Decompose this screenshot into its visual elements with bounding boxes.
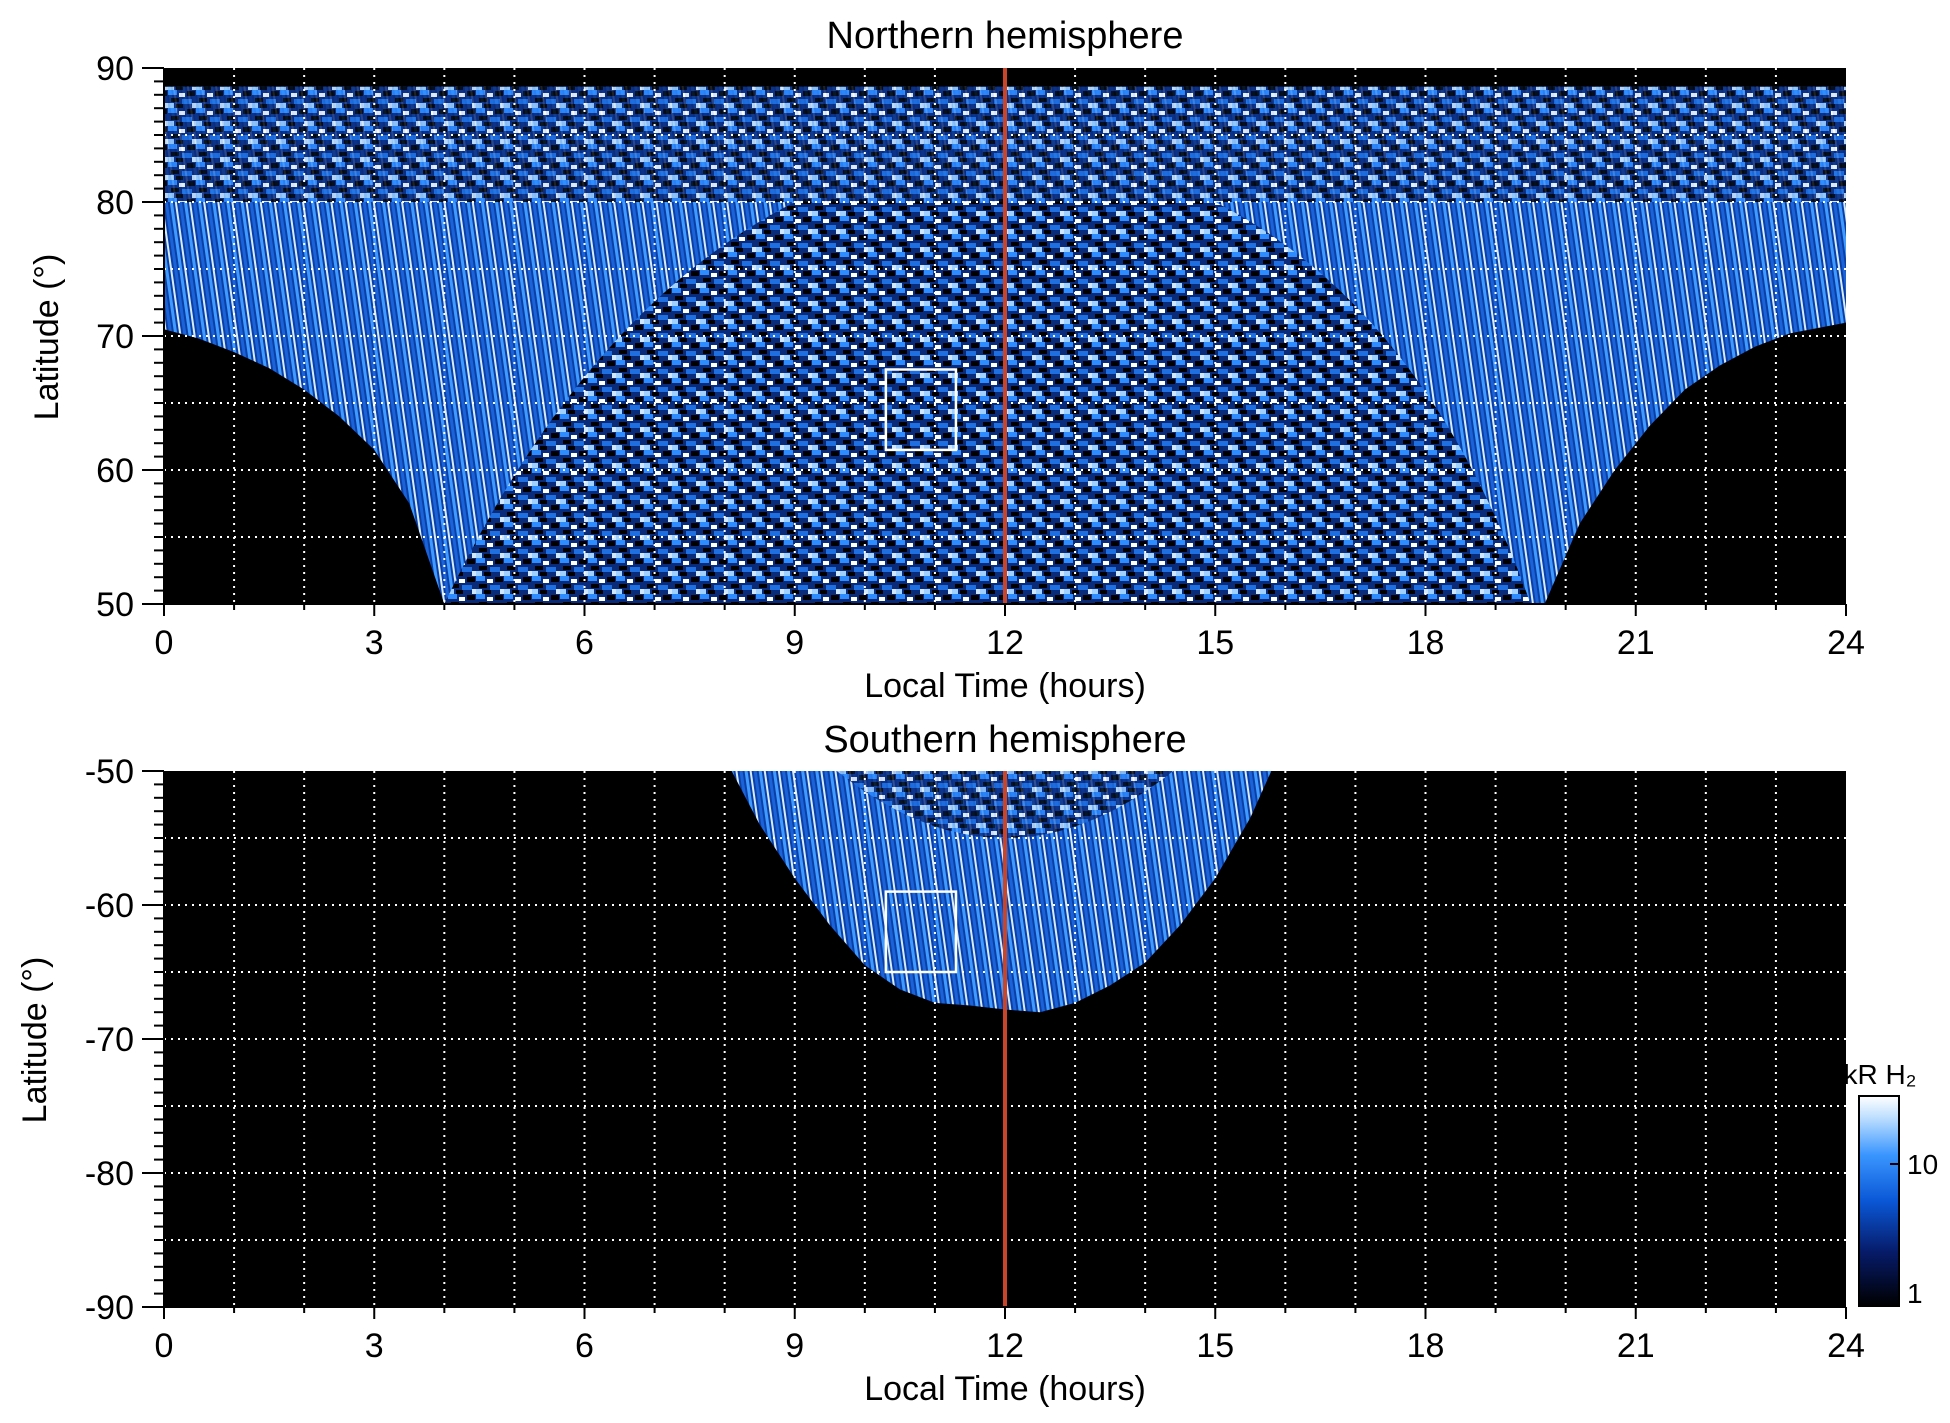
north-y-tick-label: 70 [96,318,134,356]
colorbar: kR H₂ 10 1 [1843,1059,1938,1309]
north-region-box [884,368,958,452]
north-x-tick-label: 3 [365,624,384,662]
north-y-tick-label: 60 [96,452,134,490]
south-y-tick-label: -80 [85,1155,134,1193]
colorbar-tick-10: 10 [1907,1149,1938,1180]
north-y-tick-label: 80 [96,184,134,222]
north-x-tick-label: 0 [155,624,174,662]
colorbar-tick-1: 1 [1907,1278,1923,1309]
north-x-tick-label: 18 [1407,624,1445,662]
south-y-tick-label: -60 [85,887,134,925]
south-x-tick-label: 24 [1827,1327,1865,1365]
south-x-tick-label: 18 [1407,1327,1445,1365]
north-hemisphere-plot: 0 3 6 9 12 15 18 21 24 50 60 70 80 90 [96,50,1865,662]
south-y-tick-label: -90 [85,1289,134,1327]
south-hemisphere-plot: 0 3 6 9 12 15 18 21 24 -90 -80 -70 -60 -50 [85,753,1865,1365]
north-x-tick-label: 21 [1617,624,1655,662]
north-x-tick-label: 15 [1196,624,1234,662]
north-x-tick-label: 6 [575,624,594,662]
south-y-tick-label: -50 [85,753,134,791]
north-y-tick-label: 50 [96,586,134,624]
north-y-tick-label: 90 [96,50,134,88]
north-y-axis-label: Latitude (°) [28,254,66,421]
north-panel-title: Northern hemisphere [827,15,1184,57]
south-x-tick-label: 3 [365,1327,384,1365]
south-x-axis-label: Local Time (hours) [864,1370,1146,1408]
north-x-axis-label: Local Time (hours) [864,667,1146,705]
south-region-box [884,890,958,974]
south-panel-title: Southern hemisphere [823,719,1186,761]
north-emission-core [444,202,1531,604]
north-x-tick-label: 12 [986,624,1024,662]
colorbar-label: kR H₂ [1843,1059,1916,1090]
south-x-tick-label: 0 [155,1327,174,1365]
south-x-tick-label: 9 [785,1327,804,1365]
south-x-tick-label: 12 [986,1327,1024,1365]
south-x-tick-label: 15 [1196,1327,1234,1365]
south-emission-coverage [731,771,1272,1013]
colorbar-gradient [1858,1095,1900,1307]
south-y-tick-label: -70 [85,1021,134,1059]
north-x-tick-label: 24 [1827,624,1865,662]
south-x-tick-label: 6 [575,1327,594,1365]
north-x-tick-label: 9 [785,624,804,662]
south-y-axis-label: Latitude (°) [16,957,54,1124]
south-x-tick-label: 21 [1617,1327,1655,1365]
